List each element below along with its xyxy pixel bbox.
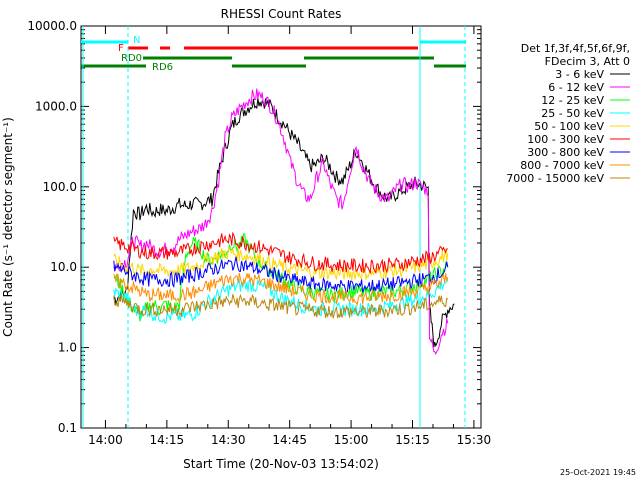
legend-entry-label: 6 - 12 keV — [548, 81, 604, 94]
y-axis-label: Count Rate (s⁻¹ detector segment⁻¹) — [1, 117, 15, 337]
series-line-0 — [113, 98, 455, 348]
y-axis: 0.1 1.0 10.0 100.0 1000.0 10000.0 — [27, 19, 481, 435]
x-axis: 14:00 14:15 14:30 14:45 15:00 15:15 15:30 — [88, 26, 491, 447]
legend-entry-label: 12 - 25 keV — [541, 94, 604, 107]
legend-entry-label: 3 - 6 keV — [555, 68, 604, 81]
x-tick-label: 15:15 — [395, 433, 430, 447]
y-tick-label: 100.0 — [43, 180, 77, 194]
y-tick-label: 10.0 — [50, 260, 77, 274]
timestamp: 25-Oct-2021 19:45 — [560, 468, 636, 477]
legend-entry-label: 25 - 50 keV — [541, 107, 604, 120]
flag-bars: N F RD0 RD6 — [81, 35, 466, 73]
y-tick-label: 1000.0 — [35, 99, 77, 113]
series-lines — [113, 88, 455, 356]
legend: Det 1f,3f,4f,5f,6f,9f, FDecim 3, Att 0 3… — [506, 42, 630, 185]
x-tick-label: 14:45 — [272, 433, 307, 447]
y-tick-label: 0.1 — [58, 421, 77, 435]
series-line-8 — [113, 293, 449, 319]
series-line-7 — [113, 272, 449, 307]
series-line-5 — [113, 231, 448, 275]
f-flag-label: F — [118, 43, 124, 54]
legend-entry-label: 300 - 800 keV — [527, 146, 604, 159]
n-flag-label: N — [133, 35, 140, 46]
y-tick-label: 1.0 — [58, 341, 77, 355]
legend-header-1: Det 1f,3f,4f,5f,6f,9f, — [521, 42, 630, 55]
legend-entry-label: 100 - 300 keV — [527, 133, 604, 146]
series-line-6 — [113, 256, 449, 294]
plot-frame — [80, 25, 482, 429]
legend-entry-label: 7000 - 15000 keV — [506, 172, 604, 185]
x-tick-label: 14:30 — [211, 433, 246, 447]
x-tick-label: 15:00 — [334, 433, 369, 447]
series-line-3 — [113, 278, 449, 325]
y-tick-label: 10000.0 — [27, 19, 77, 33]
x-axis-label: Start Time (20-Nov-03 13:54:02) — [183, 457, 379, 471]
legend-header-2: FDecim 3, Att 0 — [545, 55, 630, 68]
chart-title: RHESSI Count Rates — [221, 7, 342, 21]
attenuator-markers — [82, 26, 466, 428]
legend-entry-label: 800 - 7000 keV — [520, 159, 604, 172]
rd0-flag-label: RD0 — [121, 53, 142, 64]
series-line-4 — [113, 246, 449, 281]
legend-entry-label: 50 - 100 keV — [534, 120, 604, 133]
x-tick-label: 15:30 — [457, 433, 492, 447]
rd6-flag-label: RD6 — [152, 62, 173, 73]
x-tick-label: 14:15 — [150, 433, 185, 447]
x-tick-label: 14:00 — [88, 433, 123, 447]
